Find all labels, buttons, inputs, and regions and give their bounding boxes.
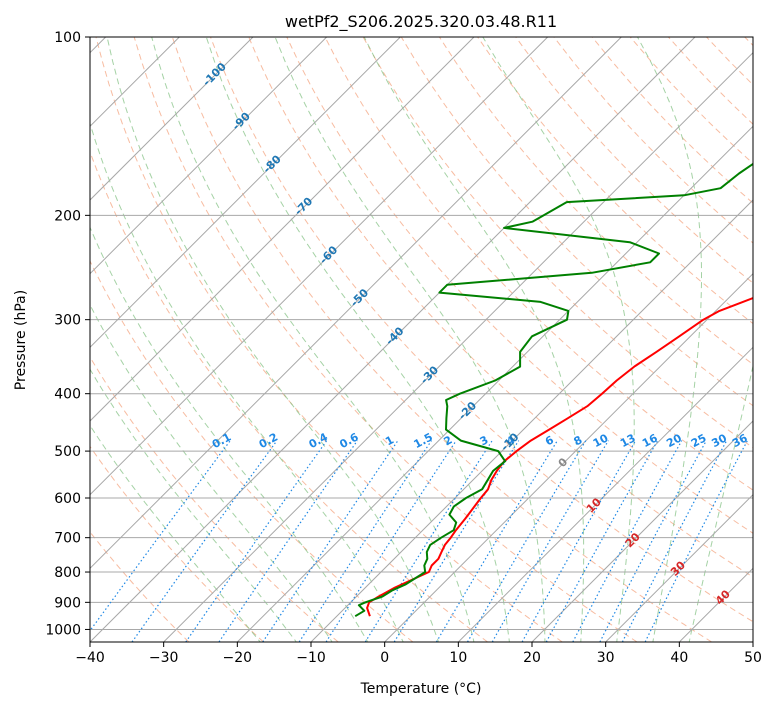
x-tick-label: −30 xyxy=(149,650,179,666)
x-tick-label: 10 xyxy=(449,650,467,666)
y-tick-label: 400 xyxy=(54,387,81,403)
x-tick-label: 30 xyxy=(597,650,615,666)
y-tick-label: 1000 xyxy=(45,622,81,638)
skew-t-chart: wetPf2_S206.2025.320.03.48.R11 0.1 0.2 0.4… xyxy=(0,0,775,708)
x-tick-label: 40 xyxy=(670,650,688,666)
y-tick-label: 900 xyxy=(54,595,81,611)
y-tick-label: 200 xyxy=(54,208,81,224)
chart-title: wetPf2_S206.2025.320.03.48.R11 xyxy=(285,12,557,32)
y-axis-label: Pressure (hPa) xyxy=(13,290,29,390)
x-tick-label: 0 xyxy=(380,650,389,666)
x-tick-label: 50 xyxy=(744,650,762,666)
x-tick-label: 20 xyxy=(523,650,541,666)
y-tick-label: 300 xyxy=(54,313,81,329)
x-tick-label: −40 xyxy=(75,650,105,666)
y-tick-label: 600 xyxy=(54,491,81,507)
x-tick-label: −20 xyxy=(223,650,253,666)
y-tick-label: 800 xyxy=(54,565,81,581)
y-tick-label: 500 xyxy=(54,444,81,460)
x-tick-label: −10 xyxy=(296,650,326,666)
chart-background xyxy=(0,0,775,708)
y-tick-label: 700 xyxy=(54,531,81,547)
x-axis-label: Temperature (°C) xyxy=(360,681,482,697)
y-tick-label: 100 xyxy=(54,30,81,46)
